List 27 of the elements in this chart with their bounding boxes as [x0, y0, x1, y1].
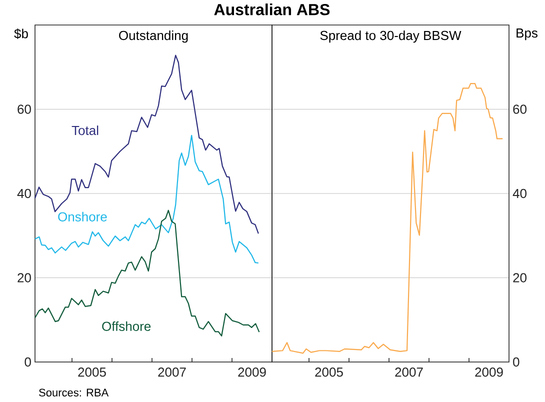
chart-subtitle: Spread to 30-day BBSW	[320, 30, 462, 43]
line-series	[34, 54, 259, 234]
y-tick-label: 20	[18, 273, 31, 282]
series-label: Offshore	[102, 321, 151, 331]
text: Total	[72, 126, 98, 136]
line-series	[34, 210, 260, 336]
y2-tick-label: 60	[513, 104, 526, 114]
y-tick-label: 60	[18, 104, 31, 114]
source-note: Sources: RBA	[39, 388, 109, 396]
y-tick-label: 40	[17, 188, 31, 198]
y2-axis-title: Bps	[516, 28, 538, 40]
chart-title: Australian ABS	[214, 4, 330, 16]
x-tick-label: 2009	[238, 368, 266, 377]
y2-tick-label: 0	[513, 357, 520, 367]
x-tick-label: 2007	[395, 368, 423, 377]
x-tick-label: 2005	[78, 368, 106, 377]
x-tick-label: 2009	[475, 368, 503, 377]
series-label: Onshore	[58, 212, 107, 222]
y2-tick-label: 40	[512, 188, 526, 198]
y-axis-title: $b	[14, 28, 28, 40]
x-tick-label: 2005	[315, 368, 343, 377]
y-tick-label: 0	[24, 357, 31, 367]
chart-subtitle: Outstanding	[119, 30, 188, 43]
line-series	[271, 83, 504, 354]
line-series	[34, 134, 259, 264]
y2-tick-label: 20	[513, 273, 526, 282]
x-tick-label: 2007	[158, 368, 186, 377]
